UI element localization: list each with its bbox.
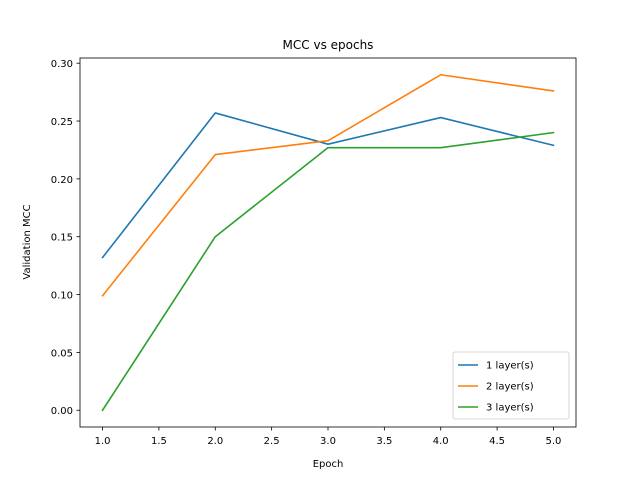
x-tick-label: 3.0	[320, 436, 336, 447]
y-axis: 0.00 0.05 0.10 0.15 0.20 0.25 0.30	[51, 59, 80, 417]
y-tick-label: 0.20	[51, 175, 73, 186]
x-tick-label: 2.0	[207, 436, 223, 447]
series-line-3	[101, 131, 555, 412]
legend-label: 1 layer(s)	[486, 361, 534, 372]
y-tick-label: 0.10	[51, 291, 73, 302]
chart-title: MCC vs epochs	[283, 38, 374, 52]
x-tick-label: 2.5	[264, 436, 280, 447]
series-layer	[101, 73, 555, 412]
x-tick-label: 3.5	[376, 436, 392, 447]
series-line-2	[101, 73, 555, 297]
y-tick-label: 0.15	[51, 233, 73, 244]
legend-label: 2 layer(s)	[486, 382, 534, 393]
y-axis-label: Validation MCC	[22, 204, 33, 279]
x-axis-label: Epoch	[313, 459, 344, 470]
x-tick-label: 4.0	[433, 436, 449, 447]
x-tick-label: 1.0	[95, 436, 111, 447]
x-tick-label: 5.0	[546, 436, 562, 447]
series-line-1	[101, 112, 555, 259]
y-tick-label: 0.00	[51, 406, 73, 417]
legend: 1 layer(s) 2 layer(s) 3 layer(s)	[452, 351, 570, 420]
y-tick-label: 0.05	[51, 348, 73, 359]
legend-box	[452, 351, 570, 420]
y-tick-label: 0.25	[51, 117, 73, 128]
x-tick-label: 4.5	[489, 436, 505, 447]
x-axis: 1.0 1.5 2.0 2.5 3.0 3.5 4.0 4.5 5.0	[95, 427, 562, 447]
y-tick-label: 0.30	[51, 59, 73, 70]
legend-label: 3 layer(s)	[486, 403, 534, 414]
x-tick-label: 1.5	[151, 436, 167, 447]
